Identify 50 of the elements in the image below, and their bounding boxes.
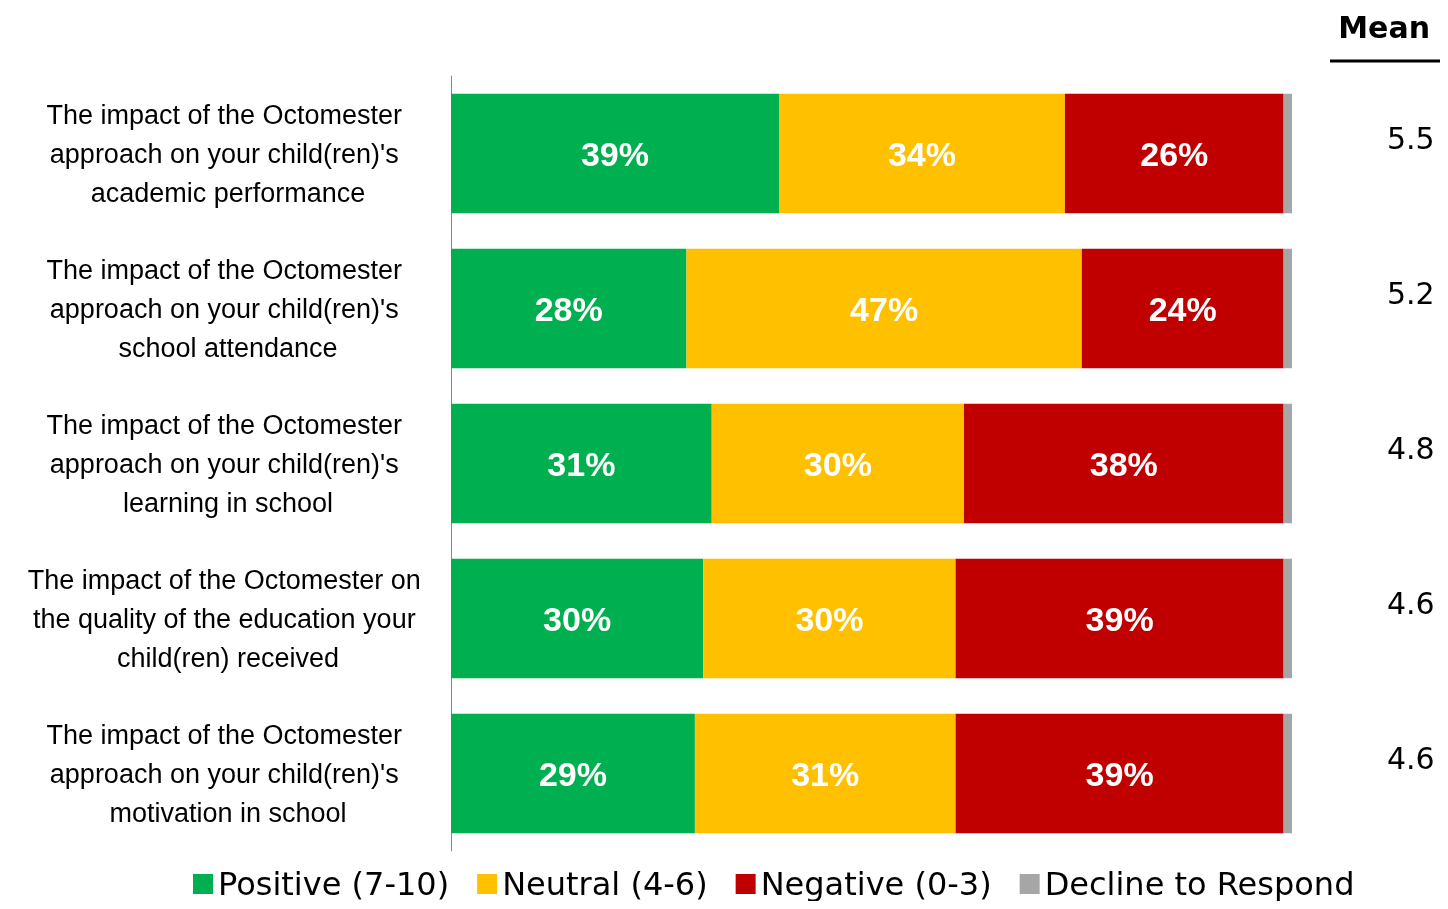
legend-label: Negative (0-3) <box>760 865 992 903</box>
data-label: 39% <box>580 134 650 173</box>
bar <box>711 403 965 524</box>
bar <box>451 403 712 524</box>
bar <box>955 713 1284 834</box>
y-tick-label: The impact of the Octomester approach on your child(ren)'s academic performance <box>46 99 410 208</box>
data-label: 30% <box>795 599 864 638</box>
bar <box>1064 93 1284 214</box>
data-label: 38% <box>1089 444 1158 483</box>
y-tick-label: The impact of the Octomester approach on your child(ren)'s learning in school <box>46 409 410 518</box>
data-label: 30% <box>803 444 872 483</box>
y-tick-label: The impact of the Octomester approach on your child(ren)'s school attendance <box>46 254 410 363</box>
bar <box>694 713 956 834</box>
bar <box>1081 248 1284 369</box>
data-label: 28% <box>534 289 603 328</box>
data-label: 29% <box>538 754 607 793</box>
data-label: 39% <box>1085 754 1154 793</box>
data-label: 47% <box>850 289 919 328</box>
y-tick-label: The impact of the Octomester on the quality of the education your child(ren) received <box>27 564 429 673</box>
text: 5.5 <box>1387 121 1435 156</box>
text: 4.6 <box>1387 586 1435 621</box>
text: 4.6 <box>1387 741 1435 776</box>
bar <box>1283 558 1292 679</box>
text: 5.2 <box>1387 276 1435 311</box>
data-label: 39% <box>1085 599 1154 638</box>
data-label: 26% <box>1140 134 1209 173</box>
y-tick-label: The impact of the Octomester approach on your child(ren)'s motivation in school <box>46 719 410 828</box>
bar <box>686 248 1082 369</box>
bar <box>778 93 1065 214</box>
text: 4.8 <box>1387 431 1435 466</box>
legend-label: Decline to Respond <box>1044 865 1355 903</box>
bar <box>703 558 956 679</box>
bar <box>955 558 1284 679</box>
bar <box>1283 93 1292 214</box>
bar <box>451 93 779 214</box>
data-label: 31% <box>791 754 860 793</box>
bar <box>964 403 1284 524</box>
text: Mean <box>1338 9 1431 45</box>
data-label: 34% <box>887 134 956 173</box>
bar <box>1283 403 1292 524</box>
legend-label: Positive (7-10) <box>218 865 450 903</box>
bar <box>451 558 704 679</box>
legend-label: Neutral (4-6) <box>502 865 708 903</box>
data-label: 24% <box>1148 289 1217 328</box>
data-label: 30% <box>543 599 612 638</box>
data-label: 31% <box>547 444 616 483</box>
bar <box>1283 713 1292 834</box>
bar <box>1283 248 1292 369</box>
bar <box>451 713 695 834</box>
bar <box>451 248 687 369</box>
